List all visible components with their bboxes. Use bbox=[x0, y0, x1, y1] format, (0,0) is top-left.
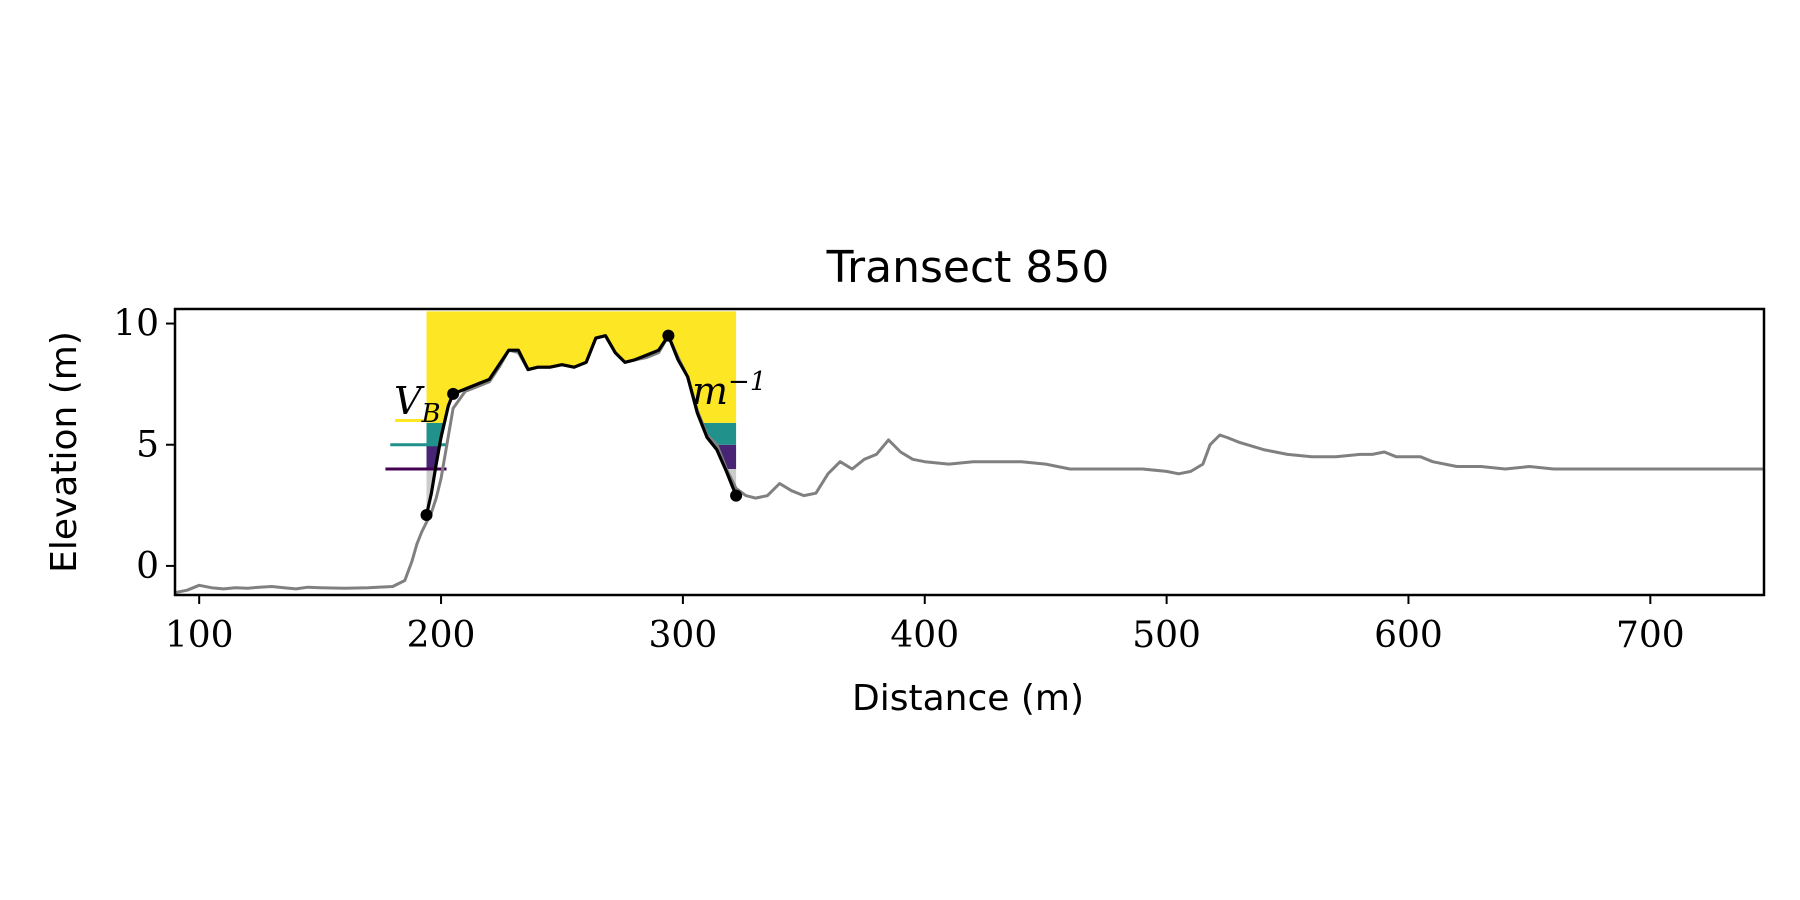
series-lines bbox=[175, 334, 1764, 595]
x-tick-label-600: 600 bbox=[1374, 615, 1443, 656]
chart-title: Transect 850 bbox=[826, 242, 1110, 293]
y-tick-label-5: 5 bbox=[136, 425, 159, 466]
series-line-0 bbox=[175, 334, 1764, 595]
marker-point-3 bbox=[730, 489, 743, 502]
volume-band-2 bbox=[426, 422, 737, 445]
x-axis: 100 200 300 400 500 600 700 bbox=[165, 595, 1685, 656]
marker-point-1 bbox=[447, 387, 460, 400]
x-tick-label-500: 500 bbox=[1132, 615, 1201, 656]
y-tick-label-0: 0 bbox=[136, 546, 159, 587]
marker-point-2 bbox=[662, 329, 675, 342]
x-tick-label-700: 700 bbox=[1616, 615, 1685, 656]
x-tick-label-200: 200 bbox=[407, 615, 476, 656]
y-tick-label-10: 10 bbox=[113, 304, 159, 345]
plot-frame bbox=[173, 307, 1766, 597]
markers bbox=[420, 329, 743, 522]
plot-area bbox=[175, 311, 1764, 595]
y-axis-label: Elevation (m) bbox=[44, 331, 85, 573]
x-tick-label-100: 100 bbox=[165, 615, 234, 656]
x-tick-label-400: 400 bbox=[890, 615, 959, 656]
marker-point-0 bbox=[420, 509, 433, 522]
volume-bands bbox=[426, 311, 737, 516]
volume-band-0 bbox=[426, 468, 737, 516]
x-axis-label: Distance (m) bbox=[852, 678, 1084, 719]
x-tick-label-300: 300 bbox=[649, 615, 718, 656]
y-axis: 0 5 10 bbox=[113, 304, 175, 587]
volume-band-1 bbox=[426, 444, 737, 469]
